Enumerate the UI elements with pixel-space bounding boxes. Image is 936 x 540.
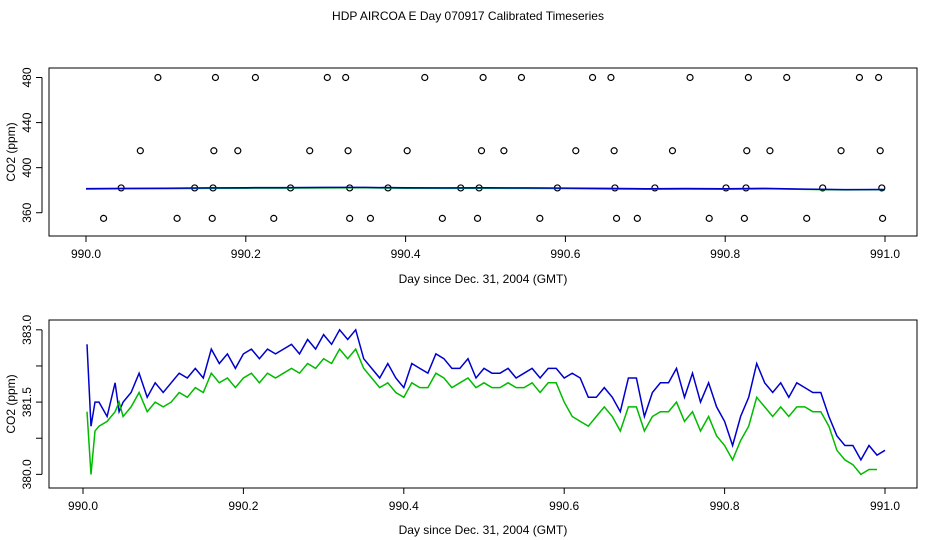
data-point [633,214,641,222]
data-point [837,147,845,155]
data-point [722,184,730,192]
data-point [346,214,354,222]
y-ticks-top: 360 400 440 480 [20,67,43,223]
y-tick-label: 383.0 [20,314,34,344]
data-point [705,214,713,222]
x-tick-label: 990.6 [549,499,579,513]
data-point [366,214,375,222]
series-line [85,186,886,191]
data-point [743,147,751,155]
x-tick-label: 990.6 [550,247,580,261]
y-tick-label: 400 [20,157,34,177]
page-title: HDP AIRCOA E Day 070917 Calibrated Times… [332,9,604,23]
x-tick-label: 990.4 [391,247,421,261]
x-tick-label: 991.0 [870,499,900,513]
data-point [610,147,618,155]
y-axis-label-bottom: CO2 (ppm) [4,374,18,433]
data-point [668,147,677,155]
x-tick-label: 990.0 [71,247,101,261]
y-axis-label-top: CO2 (ppm) [4,122,18,181]
data-point [234,147,242,155]
data-point [875,73,883,82]
series-line [86,328,886,462]
data-point [477,147,486,155]
data-point [879,214,887,222]
data-point [517,73,526,82]
x-tick-label: 990.8 [710,499,740,513]
data-point [803,214,811,222]
data-point [208,214,216,222]
data-point [536,214,544,222]
data-point [421,73,429,82]
y-ticks-bottom: 380.0 381.5 383.0 [20,314,43,489]
data-point [686,73,694,82]
data-point [572,147,580,155]
data-point [154,73,162,82]
data-point [744,73,752,82]
x-tick-label: 990.2 [231,247,261,261]
data-point [479,73,487,82]
data-point [783,73,791,82]
y-tick-label: 480 [20,67,34,87]
plot-frame-top [48,67,918,237]
data-point [438,214,446,222]
data-point [819,184,827,192]
chart-top-scatter: Day since Dec. 31, 2004 (GMT) CO2 (ppm) … [4,67,918,286]
x-tick-label: 990.4 [389,499,419,513]
data-point [173,214,181,222]
data-point [766,147,774,155]
chart-bottom-line: Day since Dec. 31, 2004 (GMT) CO2 (ppm) … [4,314,918,537]
data-point [403,147,411,155]
data-point [473,214,482,222]
data-point [211,73,220,82]
data-point [878,184,886,192]
series-bottom [86,328,886,476]
series-top [85,73,887,222]
data-point [99,214,108,222]
data-point [500,147,508,155]
series-line [86,347,877,476]
x-ticks-bottom: 990.0 990.2 990.4 990.6 990.8 991.0 [68,488,900,513]
data-point [342,73,350,82]
y-tick-label: 360 [20,202,34,222]
x-tick-label: 990.0 [68,499,98,513]
x-tick-label: 991.0 [870,247,900,261]
data-point [607,73,615,82]
x-tick-label: 990.8 [710,247,740,261]
data-point [588,73,597,82]
y-tick-label: 380.0 [20,459,34,489]
data-point [855,73,864,82]
data-point [323,73,331,82]
data-point [270,214,278,222]
x-axis-label-bottom: Day since Dec. 31, 2004 (GMT) [399,523,568,537]
data-point [740,214,748,222]
data-point [876,147,884,155]
data-point [251,73,259,82]
y-tick-label: 440 [20,112,34,132]
data-point [306,147,314,155]
x-axis-label-top: Day since Dec. 31, 2004 (GMT) [399,272,568,286]
x-tick-label: 990.2 [228,499,258,513]
data-point [136,147,144,155]
y-tick-label: 381.5 [20,387,34,417]
data-point [344,147,352,155]
data-point [210,147,218,155]
x-ticks-top: 990.0 990.2 990.4 990.6 990.8 991.0 [71,236,900,261]
data-point [612,214,621,222]
plot-frame-bottom [48,319,918,489]
